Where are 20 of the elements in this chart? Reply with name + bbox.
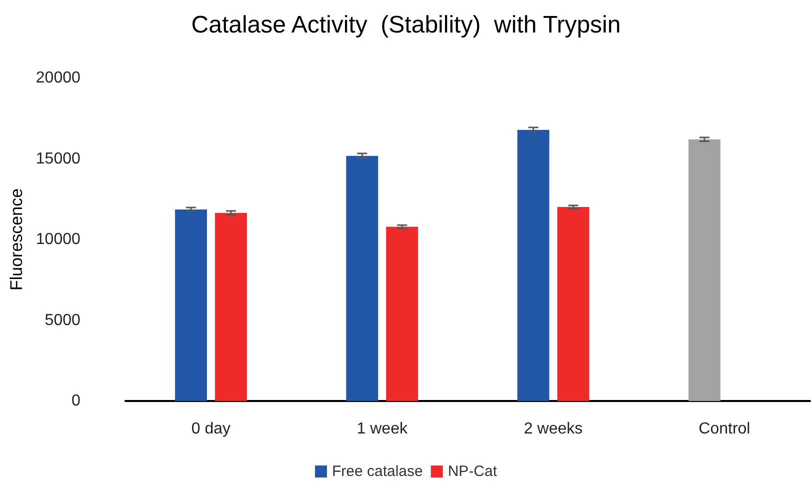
bar [214, 212, 247, 401]
bar [346, 156, 378, 401]
y-tick-label: 5000 [44, 312, 80, 329]
x-tick-label: 1 week [356, 420, 408, 438]
legend-label: NP-Cat [448, 463, 498, 480]
bar [175, 209, 207, 401]
bar [517, 130, 550, 401]
chart-title: Catalase Activity (Stability) with Trypsin [191, 12, 621, 38]
bar [557, 207, 590, 401]
legend-label: Free catalase [332, 463, 423, 480]
x-tick-label: 2 weeks [524, 420, 583, 438]
y-axis-title: Fluorescence [7, 188, 26, 291]
bar [688, 139, 720, 401]
y-tick-label: 10000 [36, 231, 80, 248]
y-tick-label: 20000 [36, 70, 80, 86]
x-tick-label: Control [698, 420, 750, 438]
x-tick-label: 0 day [191, 420, 231, 438]
bar [386, 226, 418, 401]
y-tick-label: 15000 [36, 150, 80, 168]
y-tick-label: 0 [71, 392, 80, 410]
